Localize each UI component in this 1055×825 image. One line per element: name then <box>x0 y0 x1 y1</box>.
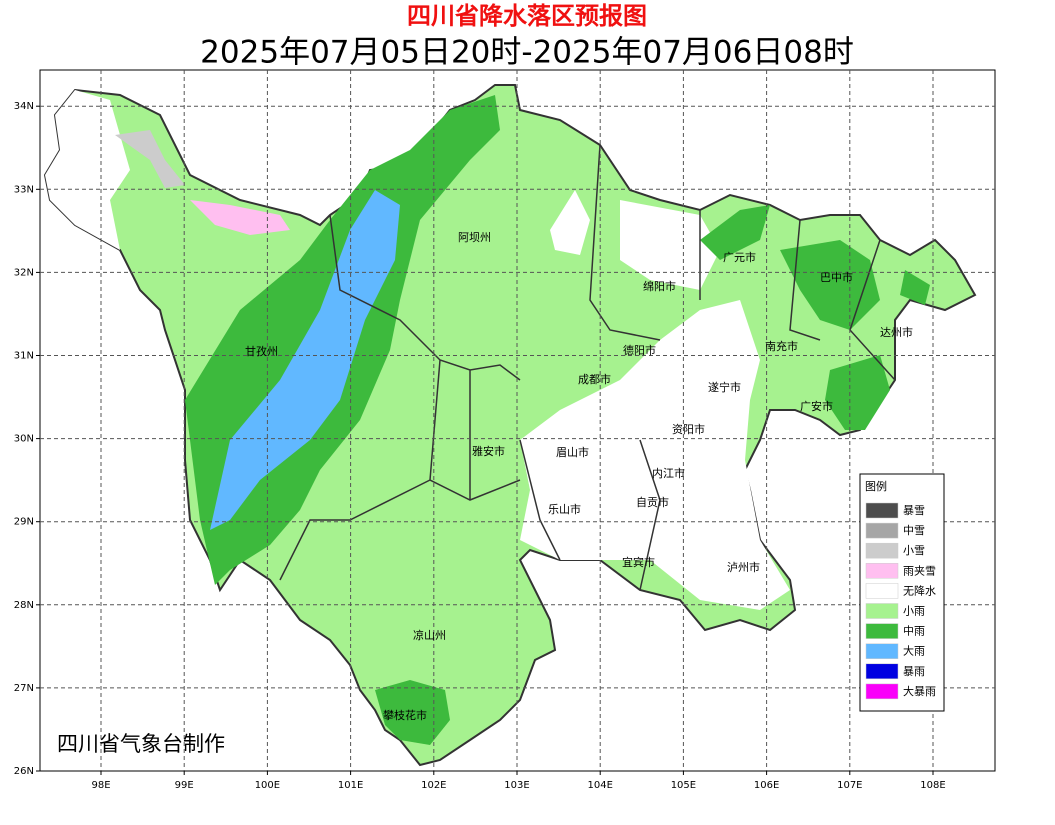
grid: 98E 99E 100E 101E 102E 103E 104E 105E 106E 107E 10… <box>14 70 995 791</box>
x-tick-label: 98E <box>91 780 110 791</box>
city-label: 雅安市 <box>472 444 505 458</box>
city-label: 南充市 <box>765 339 798 353</box>
legend-label: 中雪 <box>903 524 925 537</box>
moderate-rain-east <box>700 205 930 430</box>
city-label: 资阳市 <box>672 422 705 436</box>
city-label: 德阳市 <box>623 343 656 357</box>
city-label: 广安市 <box>800 399 833 413</box>
city-label: 宜宾市 <box>622 555 655 569</box>
city-label: 攀枝花市 <box>383 708 427 722</box>
legend-swatch <box>865 563 899 579</box>
map-regions <box>43 84 977 767</box>
x-tick-label: 105E <box>671 780 696 791</box>
title: 四川省降水落区预报图 <box>407 2 647 30</box>
city-label: 内江市 <box>652 466 685 480</box>
credit: 四川省气象台制作 <box>57 732 225 756</box>
x-tick-label: 106E <box>754 780 779 791</box>
x-tick-label: 103E <box>504 780 529 791</box>
x-tick-label: 104E <box>587 780 612 791</box>
x-tick-label: 102E <box>421 780 446 791</box>
legend-label: 暴雪 <box>903 504 925 517</box>
city-label: 达州市 <box>880 325 913 339</box>
legend-label: 无降水 <box>903 583 936 597</box>
y-tick-label: 26N <box>14 766 34 777</box>
y-tick-label: 34N <box>14 101 34 112</box>
city-label: 遂宁市 <box>708 380 741 394</box>
x-tick-label: 108E <box>920 780 945 791</box>
y-tick-label: 32N <box>14 267 34 278</box>
legend-label: 雨夹雪 <box>903 564 936 577</box>
x-tick-label: 99E <box>175 780 194 791</box>
x-tick-label: 100E <box>255 780 280 791</box>
legend-swatch <box>865 502 899 519</box>
y-tick-label: 28N <box>14 600 34 611</box>
no-rain-north <box>550 190 720 290</box>
subtitle: 2025年07月05日20时-2025年07月06日08时 <box>200 35 854 71</box>
no-rain-west <box>45 90 130 250</box>
no-rain-east <box>520 300 790 610</box>
city-label: 眉山市 <box>556 445 589 459</box>
y-tick-label: 30N <box>14 434 34 445</box>
legend-label: 暴雨 <box>903 665 925 678</box>
legend-swatch <box>865 683 899 700</box>
legend-label: 大暴雨 <box>903 684 936 698</box>
city-label: 绵阳市 <box>643 279 676 293</box>
y-tick-label: 31N <box>14 351 34 362</box>
legend-label: 小雨 <box>903 605 925 618</box>
y-tick-label: 33N <box>14 184 34 195</box>
snow-area <box>115 130 185 188</box>
legend-label: 中雨 <box>903 625 925 638</box>
city-label: 巴中市 <box>820 270 853 284</box>
heavy-rain-band <box>210 190 400 530</box>
legend-swatch <box>865 623 899 639</box>
city-label: 泸州市 <box>727 560 760 574</box>
legend-swatch <box>865 583 899 599</box>
legend-label: 大雨 <box>903 644 925 658</box>
city-label: 凉山州 <box>413 628 446 642</box>
y-tick-label: 29N <box>14 517 34 528</box>
legend-swatch <box>865 643 899 659</box>
city-label: 甘孜州 <box>245 344 278 358</box>
city-label: 自贡市 <box>636 495 669 509</box>
legend-swatch <box>865 663 899 680</box>
city-label: 阿坝州 <box>458 230 491 244</box>
city-label: 成都市 <box>578 372 611 386</box>
y-tick-label: 27N <box>14 683 34 694</box>
city-label: 乐山市 <box>548 502 581 516</box>
legend-swatch <box>865 603 899 619</box>
sleet-area <box>190 200 290 235</box>
legend-title: 图例 <box>865 479 887 493</box>
legend-swatch <box>865 522 899 539</box>
moderate-rain-south <box>375 680 450 745</box>
legend-swatch <box>865 542 899 559</box>
legend-label: 小雪 <box>903 544 925 557</box>
x-tick-label: 107E <box>837 780 862 791</box>
x-tick-label: 101E <box>338 780 363 791</box>
city-label: 广元市 <box>723 250 756 264</box>
